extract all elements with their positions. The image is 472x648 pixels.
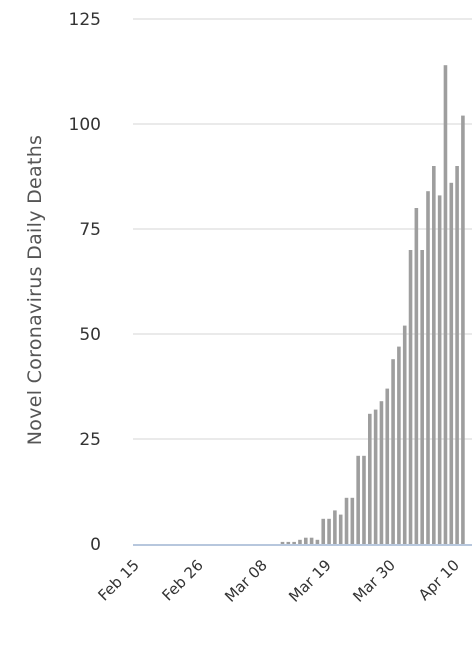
- bar: [415, 208, 419, 544]
- bar: [391, 359, 395, 544]
- y-tick-label: 75: [79, 220, 101, 240]
- bar: [310, 538, 314, 544]
- bar: [380, 401, 384, 544]
- bar: [420, 250, 424, 544]
- x-tick-label: Apr 10: [415, 556, 463, 604]
- bar: [397, 347, 401, 544]
- bar: [362, 456, 366, 544]
- y-tick-label: 50: [79, 325, 101, 345]
- bar: [403, 326, 407, 544]
- y-tick-label: 100: [69, 115, 101, 135]
- bar: [356, 456, 360, 544]
- y-axis-title: Novel Coronavirus Daily Deaths: [24, 135, 46, 445]
- bar: [345, 498, 349, 544]
- bar: [351, 498, 355, 544]
- x-tick-label: Feb 26: [158, 556, 206, 604]
- bar: [298, 540, 302, 544]
- bar: [339, 515, 343, 544]
- bar: [385, 389, 389, 544]
- bar: [374, 410, 378, 544]
- bar: [444, 65, 448, 544]
- bar: [432, 166, 436, 544]
- y-tick-label: 25: [79, 430, 101, 450]
- bar: [281, 542, 285, 544]
- y-tick-label: 125: [69, 10, 101, 30]
- bar: [409, 250, 413, 544]
- bar: [287, 542, 291, 544]
- bar: [461, 116, 465, 544]
- bar: [292, 542, 296, 544]
- y-tick-label: 0: [90, 535, 101, 555]
- y-axis-tick-labels: 0 25 50 75 100 125: [69, 10, 101, 555]
- bar: [316, 540, 320, 544]
- x-tick-label: Mar 08: [221, 556, 271, 606]
- x-axis-tick-labels: Feb 15 Feb 26 Mar 08 Mar 19 Mar 30 Apr 10: [94, 556, 462, 606]
- bar: [321, 519, 325, 544]
- bar: [333, 510, 337, 544]
- bar: [426, 191, 430, 544]
- x-tick-label: Mar 19: [285, 556, 335, 606]
- bar: [368, 414, 372, 544]
- bar: [304, 538, 308, 544]
- x-tick-label: Feb 15: [94, 556, 142, 604]
- bar: [327, 519, 331, 544]
- bar: [449, 183, 453, 544]
- bar: [455, 166, 459, 544]
- bars: [281, 65, 465, 544]
- x-tick-label: Mar 30: [349, 556, 399, 606]
- bar: [438, 195, 442, 544]
